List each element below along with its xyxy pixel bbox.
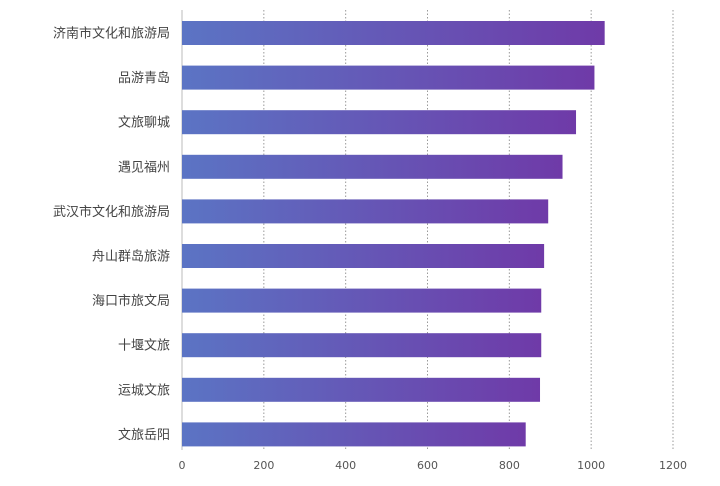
- category-label: 运城文旅: [118, 383, 170, 398]
- bars: [182, 21, 605, 447]
- bar: [182, 199, 549, 224]
- category-label: 济南市文化和旅游局: [53, 26, 170, 42]
- x-tick-label: 1000: [577, 459, 605, 472]
- x-axis-ticks: 0 200 400 600 800 1000 1200: [179, 459, 688, 472]
- category-label: 海口市旅文局: [92, 293, 170, 309]
- x-tick-label: 600: [417, 459, 438, 472]
- x-tick-label: 200: [253, 459, 274, 472]
- category-label: 十堰文旅: [118, 339, 170, 354]
- x-tick-label: 800: [499, 459, 520, 472]
- bar: [182, 422, 526, 447]
- bar: [182, 377, 541, 402]
- bar: [182, 110, 577, 135]
- category-labels: 济南市文化和旅游局品游青岛文旅聊城遇见福州武汉市文化和旅游局舟山群岛旅游海口市旅…: [53, 26, 170, 443]
- category-label: 品游青岛: [118, 70, 170, 86]
- category-label: 遇见福州: [118, 160, 170, 175]
- x-tick-label: 0: [179, 459, 186, 472]
- bar: [182, 154, 563, 179]
- x-tick-label: 400: [335, 459, 356, 472]
- category-label: 舟山群岛旅游: [92, 249, 170, 265]
- category-label: 文旅岳阳: [118, 428, 170, 443]
- category-label: 武汉市文化和旅游局: [53, 204, 170, 220]
- bar: [182, 333, 542, 358]
- bar: [182, 288, 542, 313]
- bar: [182, 244, 545, 268]
- category-label: 文旅聊城: [118, 116, 170, 131]
- x-tick-label: 1200: [659, 459, 687, 472]
- bar: [182, 21, 605, 45]
- bar: [182, 65, 595, 90]
